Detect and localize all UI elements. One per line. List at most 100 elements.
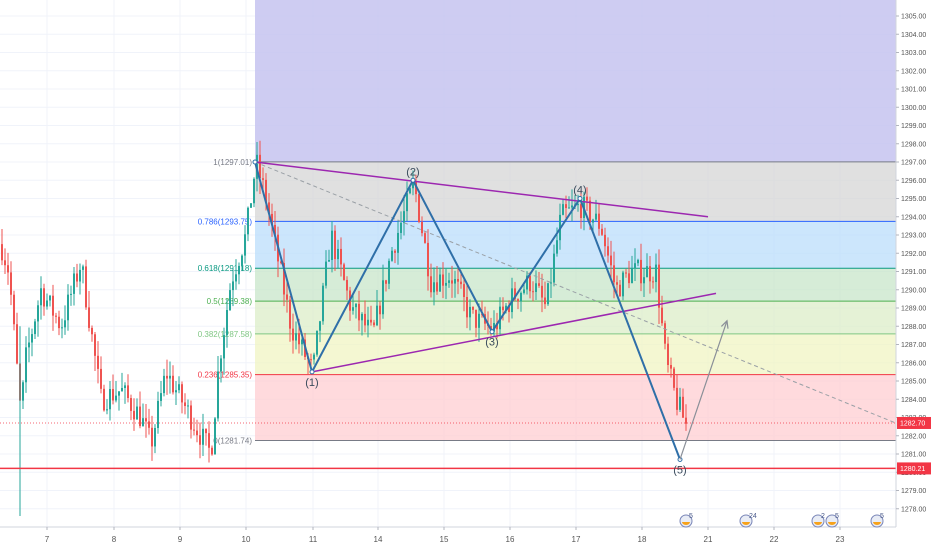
- event-flag-shape: [742, 522, 750, 525]
- date-tick-label: 11: [309, 535, 318, 544]
- price-axis[interactable]: 1305.00 1304.00 1303.00 1302.00 1301.00 1300.…: [895, 0, 932, 550]
- candle-body: [532, 291, 534, 293]
- event-flag-icon[interactable]: 5: [825, 513, 839, 528]
- date-tick-label: 21: [704, 535, 713, 544]
- candle-body: [649, 266, 651, 282]
- elliott-wave-path[interactable]: [254, 161, 681, 460]
- candle-body: [139, 406, 141, 427]
- candle-body: [328, 259, 330, 262]
- wave-point[interactable]: [577, 196, 583, 201]
- fib-retracement[interactable]: 1(1297.01) 0.786(1293.75) 0.618(1291.18) 0.…: [198, 0, 896, 445]
- candle-body: [607, 246, 609, 256]
- candle-body: [508, 305, 510, 313]
- candle-body: [337, 248, 339, 260]
- candle-body: [241, 255, 243, 266]
- candle-body: [370, 319, 372, 323]
- candle-body: [286, 294, 288, 300]
- fib-zone: [255, 221, 896, 269]
- wave-point[interactable]: [252, 159, 258, 165]
- support-price-tag-bg: [897, 462, 931, 475]
- candle-body: [205, 428, 207, 434]
- candle-body: [274, 224, 276, 235]
- candle-body: [445, 282, 447, 286]
- price-tick-label: 1290.00: [901, 287, 926, 294]
- price-tick-label: 1296.00: [901, 178, 926, 185]
- fib-level-label: 0.618(1291.18): [198, 264, 253, 273]
- candle-body: [190, 405, 192, 430]
- candle-body: [253, 178, 255, 204]
- candle-body: [505, 305, 507, 311]
- event-flag-icon[interactable]: 24: [739, 513, 757, 528]
- projection-arrow[interactable]: [679, 320, 728, 460]
- date-tick-label: 10: [242, 535, 251, 544]
- candle-body: [682, 396, 684, 418]
- candle-body: [301, 339, 303, 345]
- price-tick-label: 1285.00: [901, 379, 926, 386]
- price-tick-label: 1287.00: [901, 342, 926, 349]
- candle-body: [517, 299, 519, 302]
- candle-body: [34, 321, 36, 335]
- candle-body: [91, 327, 93, 335]
- time-axis[interactable]: 7 8 9 10 11 14 15 16 17 18 21 22 23: [0, 526, 896, 544]
- fib-zone: [255, 301, 896, 334]
- event-flag-icon[interactable]: 5: [870, 513, 884, 528]
- candle-body: [685, 417, 687, 424]
- wave-point[interactable]: [410, 177, 416, 183]
- drawings[interactable]: (1) (2) (3) (4) (5): [0, 159, 901, 476]
- candle-body: [142, 418, 144, 427]
- candle-body: [10, 272, 12, 295]
- candle-body: [238, 265, 240, 275]
- candle-body: [4, 260, 6, 266]
- event-markers[interactable]: 5 24 2 5 5: [679, 513, 884, 528]
- candle-body: [133, 410, 135, 420]
- candle-body: [502, 306, 504, 311]
- fib-zone: [255, 333, 896, 375]
- event-flag-shape: [873, 522, 881, 525]
- event-flag-icon[interactable]: 5: [679, 513, 693, 528]
- upper-trendline[interactable]: [254, 161, 709, 218]
- candle-body: [460, 281, 462, 285]
- candle-body: [454, 278, 456, 284]
- candle-body: [448, 280, 450, 283]
- wave-label: (1): [305, 377, 318, 389]
- price-tick-label: 1291.00: [901, 269, 926, 276]
- lower-trendline[interactable]: [311, 292, 717, 373]
- candle-body: [550, 282, 552, 284]
- candle-body: [631, 268, 633, 284]
- candle-body: [388, 260, 390, 284]
- event-flag-shape: [814, 522, 822, 525]
- candle-body: [379, 305, 381, 315]
- price-tick-label: 1289.00: [901, 306, 926, 313]
- date-tick-label: 15: [440, 535, 449, 544]
- candle-body: [523, 289, 525, 293]
- wave-point[interactable]: [489, 329, 495, 335]
- fib-level-label: 0.786(1293.75): [198, 217, 253, 226]
- candle-body: [136, 406, 138, 420]
- candle-body: [280, 261, 282, 264]
- candle-body: [265, 179, 267, 203]
- candle-body: [622, 272, 624, 297]
- candle-body: [115, 395, 117, 401]
- date-tick-label: 17: [572, 535, 581, 544]
- candle-body: [121, 387, 123, 392]
- price-tick-label: 1279.00: [901, 488, 926, 495]
- candle-body: [598, 213, 600, 229]
- candle-body: [436, 282, 438, 292]
- candle-body: [637, 259, 639, 264]
- candle-body: [466, 297, 468, 318]
- candle-body: [52, 295, 54, 316]
- candle-body: [196, 430, 198, 436]
- candle-body: [634, 263, 636, 269]
- wave-point[interactable]: [309, 369, 315, 375]
- candle-body: [208, 433, 210, 448]
- candle-body: [163, 375, 165, 394]
- candle-body: [58, 316, 60, 329]
- event-flag-icon[interactable]: 2: [811, 513, 825, 528]
- candle-body: [220, 358, 222, 372]
- candle-body: [271, 213, 273, 225]
- date-tick-label: 14: [374, 535, 383, 544]
- fib-zone: [255, 374, 896, 441]
- candle-body: [469, 306, 471, 318]
- candle-body: [400, 222, 402, 233]
